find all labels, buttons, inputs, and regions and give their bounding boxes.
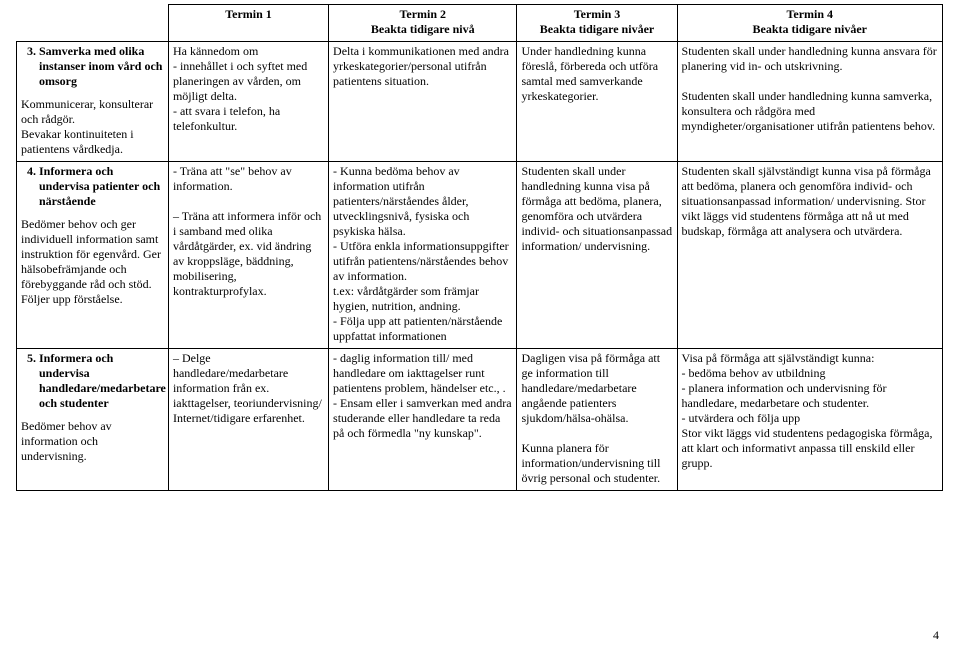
header-termin-4: Termin 4 Beakta tidigare nivåer [677, 5, 942, 42]
header-sub: Beakta tidigare nivåer [521, 22, 672, 37]
page-number: 4 [933, 628, 939, 643]
table-row: Informera och undervisa patienter och nä… [17, 162, 943, 349]
row-3-t4: Studenten skall under handledning kunna … [677, 42, 942, 162]
row-sub: Bedömer behov av information och undervi… [21, 419, 164, 464]
row-5-t4: Visa på förmåga att självständigt kunna:… [677, 349, 942, 491]
row-4-head: Informera och undervisa patienter och nä… [17, 162, 169, 349]
table-row: Informera och undervisa handledare/medar… [17, 349, 943, 491]
row-5-t2: - daglig information till/ med handledar… [329, 349, 517, 491]
page: Termin 1 Termin 2 Beakta tidigare nivå T… [0, 0, 959, 651]
header-blank [17, 5, 169, 42]
row-title: Samverka med olika instanser inom vård o… [39, 44, 162, 88]
row-3-t1: Ha kännedom om- innehållet i och syftet … [168, 42, 328, 162]
progression-table: Termin 1 Termin 2 Beakta tidigare nivå T… [16, 4, 943, 491]
row-5-t3: Dagligen visa på förmåga att ge informat… [517, 349, 677, 491]
row-3-t3: Under handledning kunna föreslå, förbere… [517, 42, 677, 162]
header-termin-2: Termin 2 Beakta tidigare nivå [329, 5, 517, 42]
row-sub: Bedömer behov och ger individuell inform… [21, 217, 164, 307]
row-title: Informera och undervisa handledare/medar… [39, 351, 166, 410]
row-5-head: Informera och undervisa handledare/medar… [17, 349, 169, 491]
table-row: Samverka med olika instanser inom vård o… [17, 42, 943, 162]
row-4-t2: - Kunna bedöma behov av information utif… [329, 162, 517, 349]
row-4-t4: Studenten skall självständigt kunna visa… [677, 162, 942, 349]
row-title: Informera och undervisa patienter och nä… [39, 164, 160, 208]
header-termin-3: Termin 3 Beakta tidigare nivåer [517, 5, 677, 42]
header-sub: Beakta tidigare nivåer [682, 22, 938, 37]
header-title: Termin 4 [682, 7, 938, 22]
table-header-row: Termin 1 Termin 2 Beakta tidigare nivå T… [17, 5, 943, 42]
header-title: Termin 3 [521, 7, 672, 22]
row-5-t1: – Delge handledare/medarbetare informati… [168, 349, 328, 491]
header-termin-1: Termin 1 [168, 5, 328, 42]
row-3-t2: Delta i kommunikationen med andra yrkesk… [329, 42, 517, 162]
row-4-t1: - Träna att "se" behov av information.– … [168, 162, 328, 349]
header-sub: Beakta tidigare nivå [333, 22, 512, 37]
row-3-head: Samverka med olika instanser inom vård o… [17, 42, 169, 162]
row-4-t3: Studenten skall under handledning kunna … [517, 162, 677, 349]
header-title: Termin 1 [173, 7, 324, 22]
header-title: Termin 2 [333, 7, 512, 22]
row-sub: Kommunicerar, konsulterar och rådgör.Bev… [21, 97, 164, 157]
